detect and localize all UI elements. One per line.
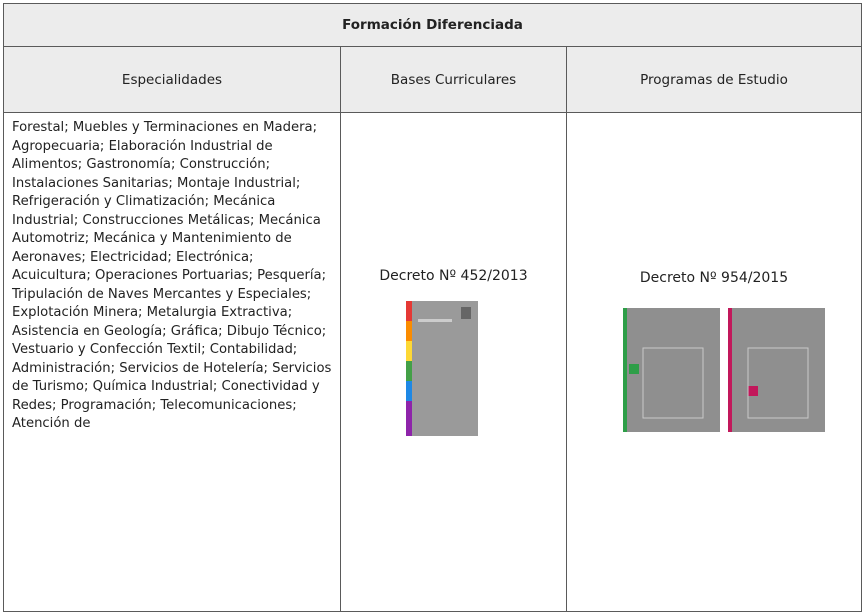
decree-link[interactable]: Decreto Nº 954/2015 [639,270,789,286]
book-covers [623,308,825,432]
book-cover [406,301,478,436]
column-header: Bases Curriculares [340,46,567,113]
page: Formación Diferenciada Especialidades Ba… [3,3,862,612]
decree-link[interactable]: Decreto Nº 452/2013 [379,268,528,284]
column-header: Especialidades [3,46,341,113]
specialties-cell: Forestal; Muebles y Terminaciones en Mad… [3,112,341,612]
table-title: Formación Diferenciada [3,3,862,47]
column-header: Programas de Estudio [566,46,862,113]
programs-cell: Decreto Nº 954/2015 [566,112,862,612]
bases-cell: Decreto Nº 452/2013 [340,112,567,612]
